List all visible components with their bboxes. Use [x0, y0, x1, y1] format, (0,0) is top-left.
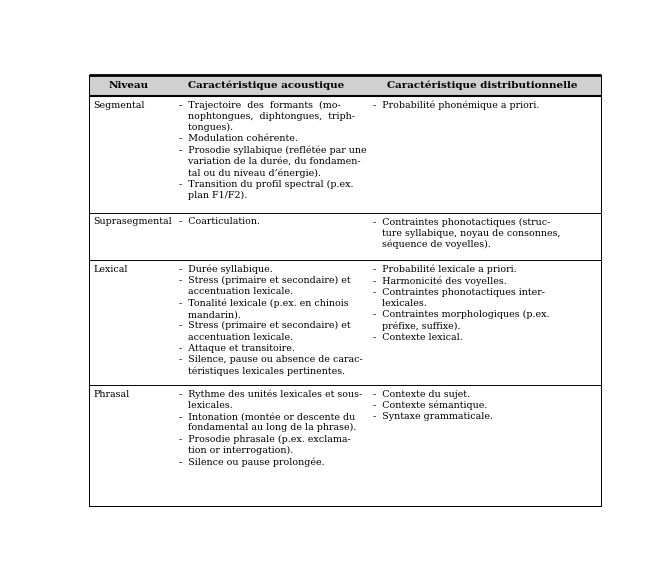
- Text: -  Probabilité phonémique a priori.: - Probabilité phonémique a priori.: [367, 100, 539, 110]
- Text: Suprasegmental: Suprasegmental: [93, 218, 172, 226]
- Text: Phrasal: Phrasal: [93, 389, 130, 399]
- Text: -  Probabilité lexicale a priori.
  -  Harmonicité des voyelles.
  -  Contrainte: - Probabilité lexicale a priori. - Harmo…: [367, 264, 550, 342]
- Text: -  Contexte du sujet.
  -  Contexte sémantique.
  -  Syntaxe grammaticale.: - Contexte du sujet. - Contexte sémantiq…: [367, 389, 493, 421]
- Text: Niveau: Niveau: [109, 81, 149, 90]
- Text: -  Rythme des unités lexicales et sous-
     lexicales.
  -  Intonation (montée : - Rythme des unités lexicales et sous- l…: [172, 389, 362, 467]
- Text: Segmental: Segmental: [93, 100, 145, 110]
- Text: -  Coarticulation.: - Coarticulation.: [172, 218, 260, 226]
- Text: -  Trajectoire  des  formants  (mo-
     nophtongues,  diphtongues,  triph-
    : - Trajectoire des formants (mo- nophtong…: [172, 100, 366, 200]
- Text: Lexical: Lexical: [93, 264, 127, 274]
- Text: -  Durée syllabique.
  -  Stress (primaire et secondaire) et
     accentuation l: - Durée syllabique. - Stress (primaire e…: [172, 264, 362, 376]
- Text: Caractéristique distributionnelle: Caractéristique distributionnelle: [387, 81, 578, 90]
- Bar: [89, 75, 601, 96]
- Text: Caractéristique acoustique: Caractéristique acoustique: [188, 81, 344, 90]
- Text: -  Contraintes phonotactiques (struc-
     ture syllabique, noyau de consonnes,
: - Contraintes phonotactiques (struc- tur…: [367, 218, 561, 250]
